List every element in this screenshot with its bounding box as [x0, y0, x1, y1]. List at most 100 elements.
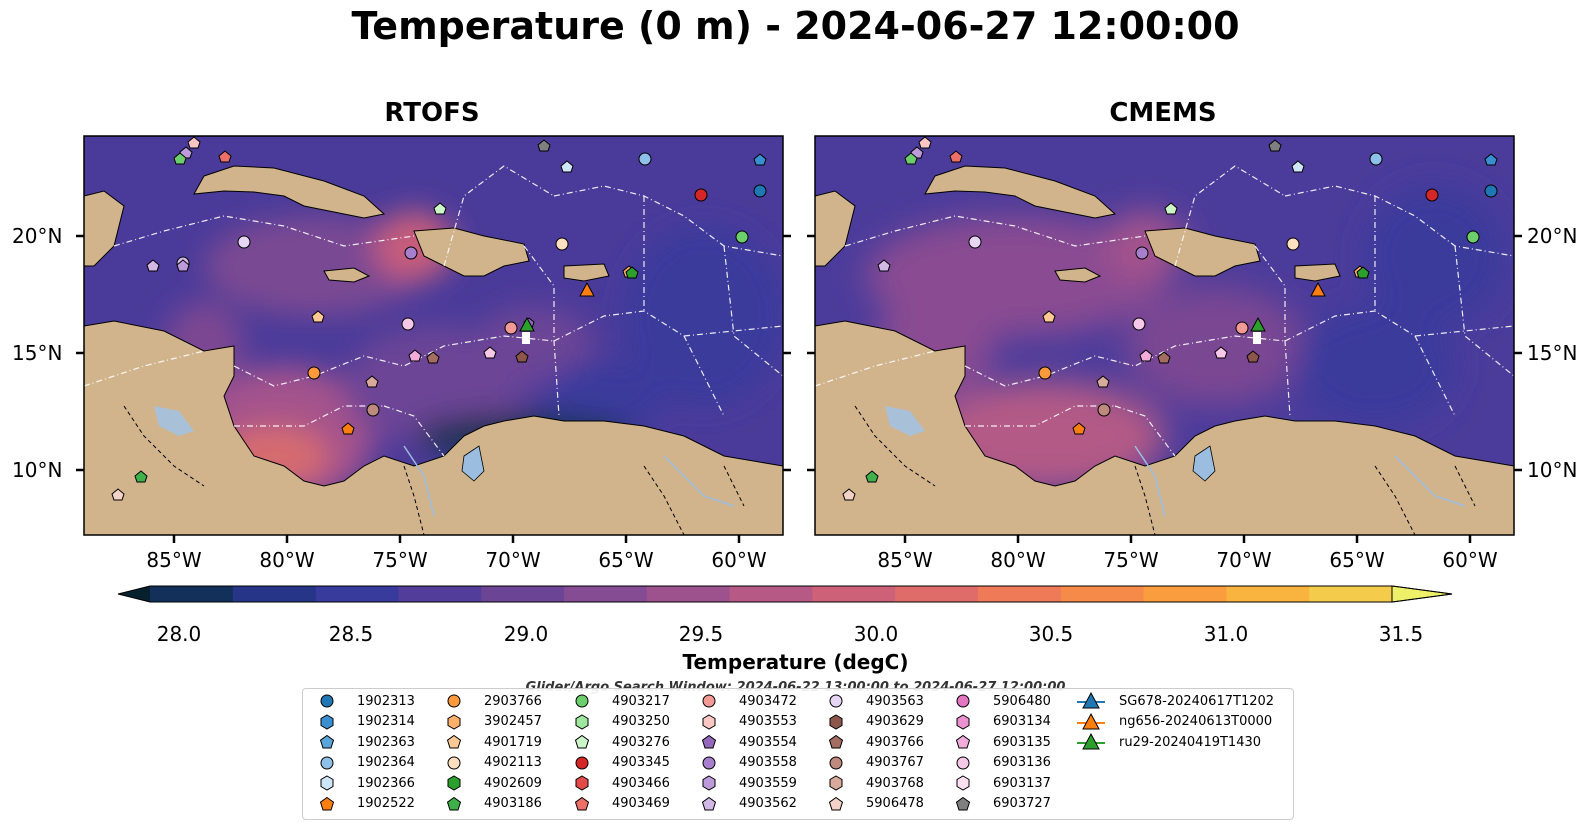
colorbar-segment: [564, 586, 648, 602]
colorbar-segment: [150, 586, 234, 602]
legend-marker: [313, 691, 353, 711]
panel-title-cmems: CMEMS: [1109, 98, 1217, 128]
legend-label: 4901719: [484, 734, 542, 750]
legend-marker: [568, 691, 608, 711]
lon-tick-cmems: 65°W: [1329, 548, 1385, 572]
colorbar-tick: 30.5: [1028, 622, 1074, 646]
legend-entry: 4903466: [568, 773, 670, 793]
colorbar-tick: 28.5: [328, 622, 374, 646]
legend-entry: 4903559: [695, 773, 797, 793]
legend-marker: [440, 753, 480, 773]
legend-entry: 2903766: [440, 691, 542, 711]
legend-label: 4903345: [612, 755, 670, 770]
legend-marker: [568, 712, 608, 732]
legend-entry: 4903276: [568, 732, 670, 752]
legend-entry: 4903558: [695, 753, 797, 773]
legend-label: 1902314: [357, 714, 415, 729]
legend-entry: 4903186: [440, 794, 542, 814]
colorbar-tick: 28.0: [156, 622, 202, 646]
legend-label: 4902609: [484, 775, 542, 791]
legend-marker: [822, 691, 862, 711]
colorbar-segment: [895, 586, 979, 602]
lon-tick-cmems: 80°W: [990, 548, 1046, 572]
legend-label: 4903559: [739, 775, 797, 791]
lat-tick-20n-right: 20°N: [1527, 224, 1578, 248]
legend-label: 6903134: [993, 714, 1051, 729]
lat-tick-15n-right: 15°N: [1527, 341, 1578, 365]
legend-label: 4903767: [866, 755, 924, 770]
colorbar-segment: [232, 586, 317, 602]
map-panel-cmems[interactable]: [815, 136, 1514, 535]
legend-entry: 4903472: [695, 691, 797, 711]
legend-label: ru29-20240419T1430: [1119, 734, 1262, 750]
legend-marker: [568, 794, 608, 814]
colorbar-segment: [729, 586, 813, 602]
legend-entry: 6903135: [949, 732, 1051, 752]
colorbar-tick: 31.0: [1203, 622, 1249, 646]
legend-marker: [440, 712, 480, 732]
map-svg-cmems: [815, 136, 1514, 535]
colorbar-tick: 29.0: [503, 622, 549, 646]
lon-tick-rtofs: 60°W: [711, 548, 767, 572]
legend-entry: 1902364: [313, 753, 415, 773]
colorbar-segment: [1309, 586, 1393, 602]
legend-label: ng656-20240613T0000: [1119, 714, 1273, 729]
legend-entry: 6903137: [949, 773, 1051, 793]
legend-entry: 4902609: [440, 773, 542, 793]
legend-entry: SG678-20240617T1202: [1075, 691, 1274, 711]
colorbar-outline: [117, 585, 1453, 603]
legend-label: SG678-20240617T1202: [1119, 693, 1275, 709]
legend-marker: [440, 773, 480, 793]
legend-marker: [822, 794, 862, 814]
legend-entry: 4902113: [440, 753, 542, 773]
legend-label: 4903217: [612, 693, 670, 709]
legend-marker: [695, 712, 735, 732]
legend-marker: [949, 773, 989, 793]
legend-label: 6903727: [993, 796, 1051, 811]
legend-label: 4903553: [739, 714, 797, 729]
colorbar-label: Temperature (degC): [682, 650, 909, 674]
lat-tick-10n-right: 10°N: [1527, 458, 1578, 482]
legend-entry: ng656-20240613T0000: [1075, 712, 1272, 732]
legend-marker: [440, 732, 480, 752]
legend-entry: 5906480: [949, 691, 1051, 711]
legend-marker: [313, 732, 353, 752]
legend-entry: 4903562: [695, 794, 797, 814]
map-panel-rtofs[interactable]: [84, 136, 783, 535]
lon-tick-rtofs: 75°W: [372, 548, 428, 572]
legend-label: 4903563: [866, 693, 924, 709]
legend-entry: 4903345: [568, 753, 670, 773]
colorbar-extend-high: [1391, 585, 1453, 603]
legend-entry: 4903469: [568, 794, 670, 814]
lon-tick-cmems: 70°W: [1216, 548, 1272, 572]
legend-marker: [949, 712, 989, 732]
legend-entry: 1902314: [313, 712, 415, 732]
legend-marker: [1075, 732, 1115, 752]
legend-label: 4903629: [866, 714, 924, 729]
legend-marker: [695, 773, 735, 793]
colorbar-segment: [315, 586, 399, 602]
legend-label: 4903554: [739, 734, 797, 750]
legend-entry: 6903727: [949, 794, 1051, 814]
legend-label: 4903276: [612, 734, 670, 750]
legend-entry: ru29-20240419T1430: [1075, 732, 1261, 752]
lon-tick-cmems: 60°W: [1442, 548, 1498, 572]
colorbar-segment: [398, 586, 482, 602]
legend-entry: 4903554: [695, 732, 797, 752]
figure-title: Temperature (0 m) - 2024-06-27 12:00:00: [351, 4, 1240, 48]
legend-marker: [695, 753, 735, 773]
legend-marker: [1075, 712, 1115, 732]
legend-entry: 4903217: [568, 691, 670, 711]
legend-entry: 4903563: [822, 691, 924, 711]
map-svg-rtofs: [84, 136, 783, 535]
legend-marker: [313, 753, 353, 773]
legend-label: 4903469: [612, 796, 670, 811]
legend-entry: 5906478: [822, 794, 924, 814]
legend-label: 4903186: [484, 796, 542, 811]
legend-marker: [822, 732, 862, 752]
legend-label: 6903135: [993, 734, 1051, 750]
legend-entry: 4903766: [822, 732, 924, 752]
legend-marker: [695, 732, 735, 752]
legend-marker: [695, 691, 735, 711]
legend-entry: 6903136: [949, 753, 1051, 773]
